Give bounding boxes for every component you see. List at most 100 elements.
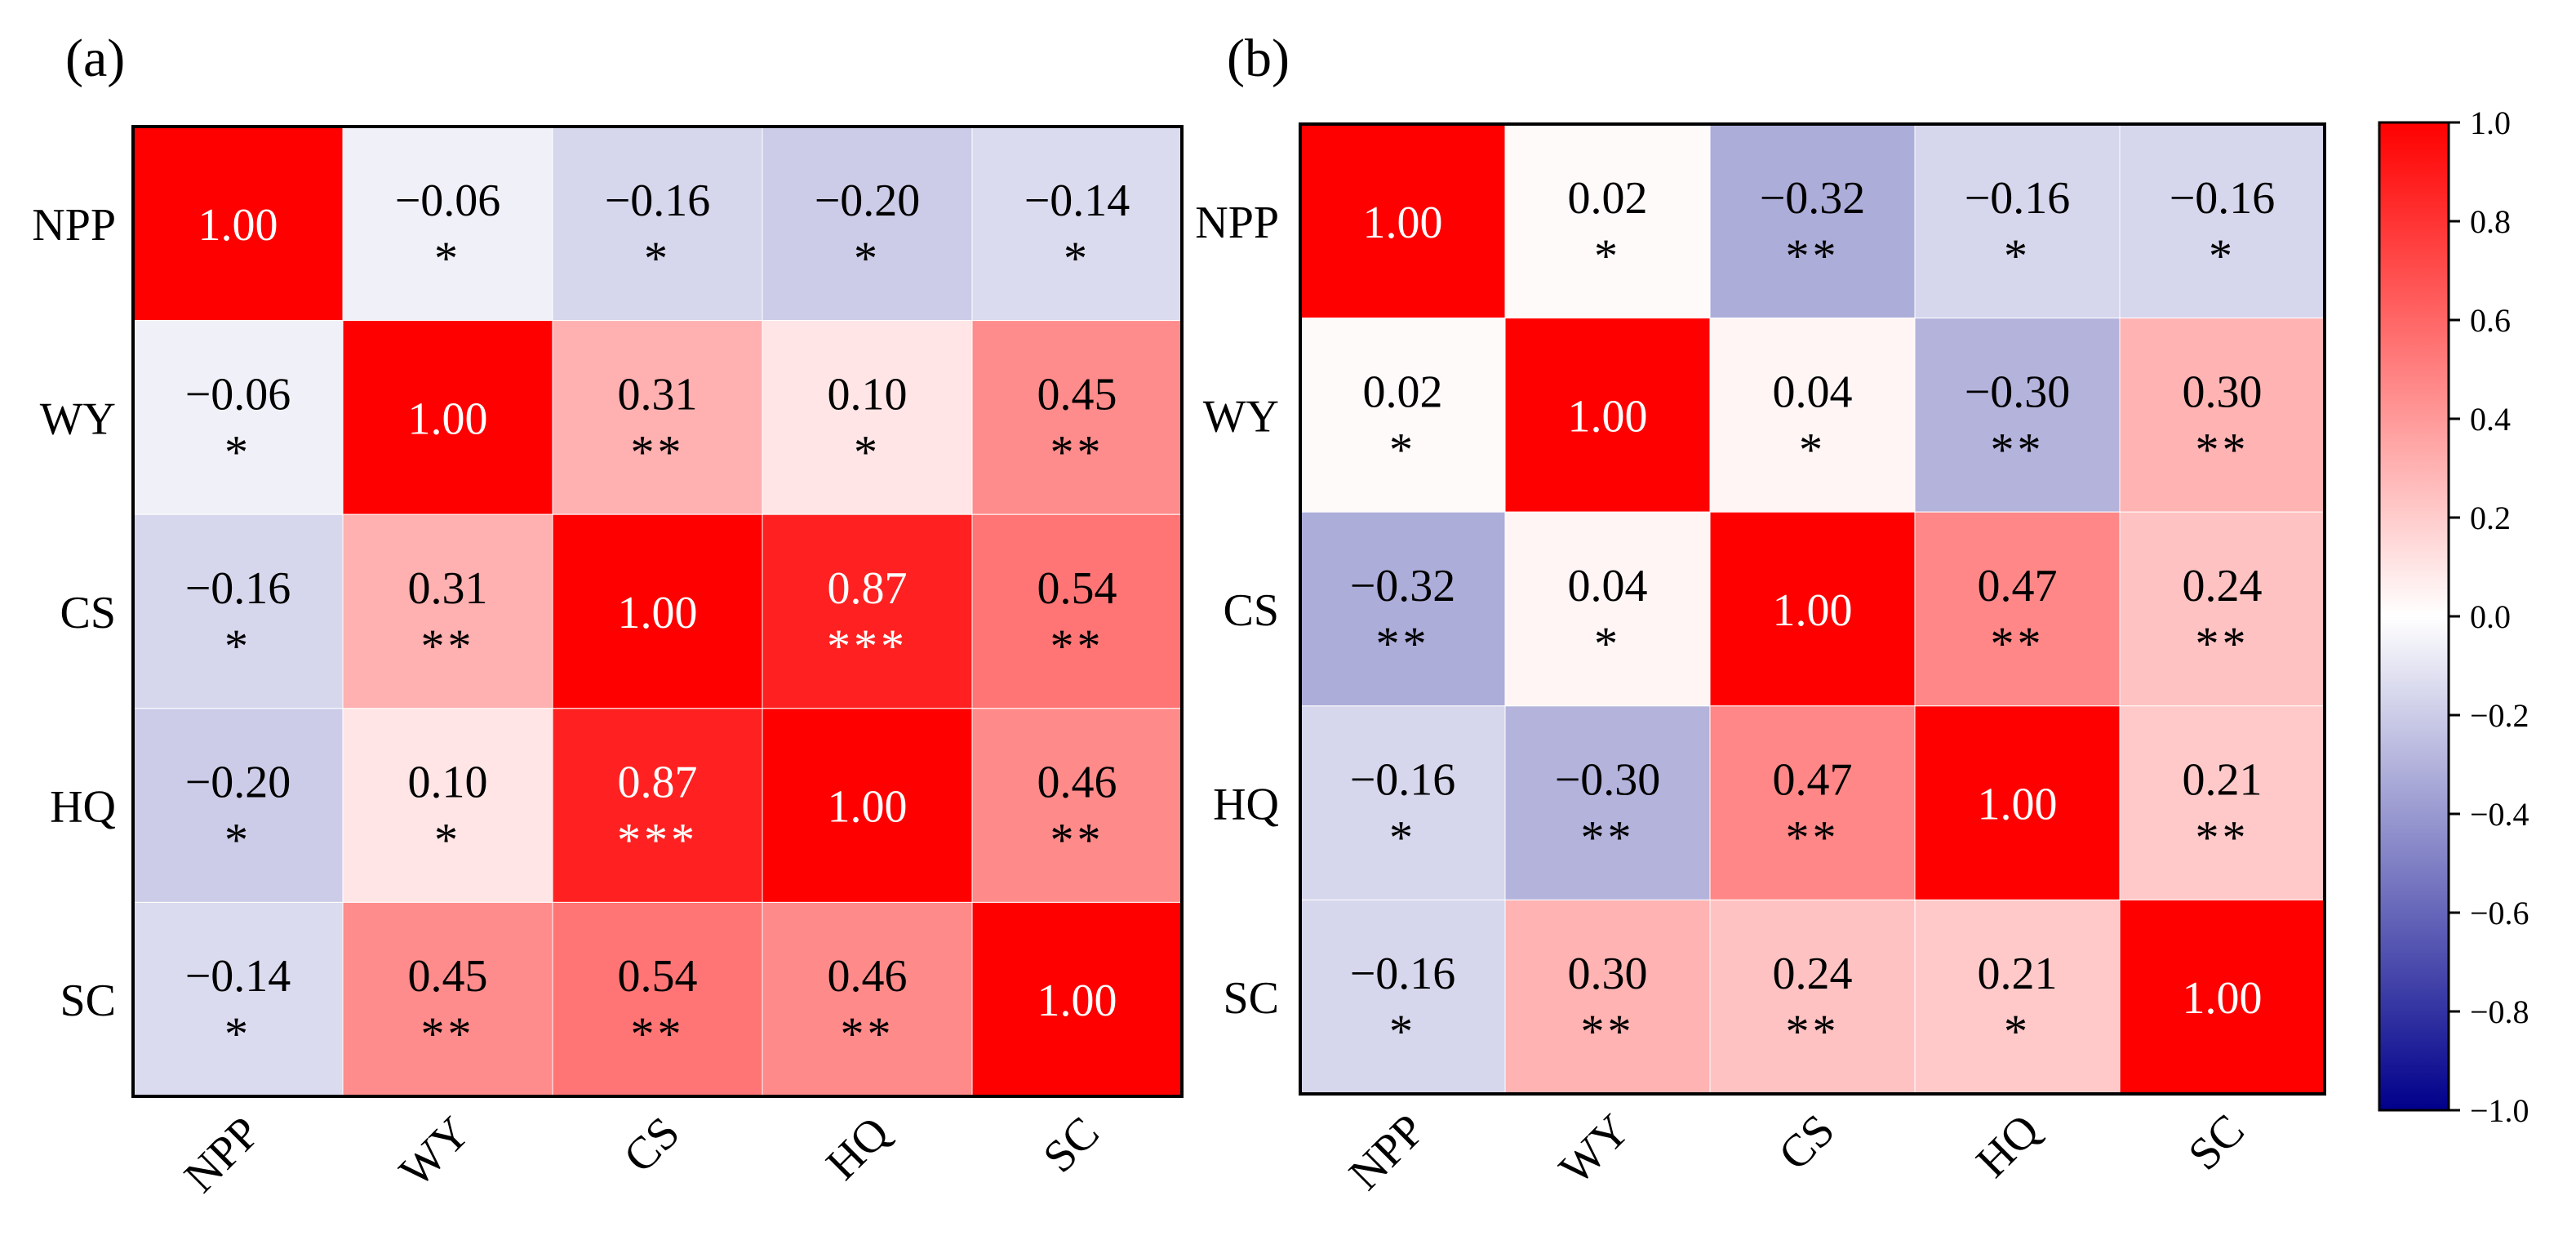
significance-stars: ** <box>1050 814 1104 867</box>
heatmap-cell <box>132 320 344 515</box>
significance-stars: * <box>1389 423 1416 476</box>
cell-value-label: 0.31 <box>618 369 698 420</box>
cell-value-label: 0.02 <box>1363 367 1443 417</box>
significance-stars: ** <box>1050 620 1104 673</box>
col-label: CS <box>1769 1105 1844 1180</box>
cell-value-label: 0.10 <box>828 369 908 420</box>
row-label: NPP <box>1195 198 1279 248</box>
heatmap-cell <box>552 708 763 903</box>
heatmap-cell <box>552 901 763 1097</box>
significance-stars: ** <box>421 1007 475 1060</box>
cell-value-label: 0.10 <box>408 758 488 808</box>
cell-value-label: 0.47 <box>1978 561 2058 611</box>
heatmap-cell <box>971 901 1183 1097</box>
heatmap-cell <box>1504 705 1711 900</box>
row-label: WY <box>1203 391 1279 442</box>
cell-value-label: −0.20 <box>815 176 921 226</box>
cell-value-label: 1.00 <box>1037 976 1117 1026</box>
heatmap-cell <box>342 320 553 515</box>
heatmap-cell <box>762 513 973 709</box>
significance-stars: ** <box>1786 811 1840 865</box>
heatmap-cell <box>1299 123 1506 319</box>
cell-value-label: −0.06 <box>395 176 501 226</box>
significance-stars: ** <box>1991 617 2045 670</box>
significance-stars: ** <box>1376 617 1430 670</box>
heatmap-cell <box>1914 705 2121 900</box>
cell-value-label: 1.00 <box>1773 585 1853 636</box>
heatmap-cell <box>2119 705 2325 900</box>
heatmap-cell <box>971 513 1183 709</box>
cell-value-label: −0.16 <box>2170 173 2276 224</box>
significance-stars: * <box>1594 229 1621 282</box>
heatmap-cell <box>762 708 973 903</box>
significance-stars: ** <box>2196 423 2250 476</box>
colorbar-tick-label: 0.8 <box>2470 203 2511 240</box>
panel-label: (b) <box>1227 29 1290 88</box>
significance-stars: * <box>1389 811 1416 865</box>
cell-value-label: 0.54 <box>1037 563 1117 614</box>
significance-stars: *** <box>617 814 698 867</box>
cell-value-label: 0.24 <box>2183 561 2263 611</box>
significance-stars: ** <box>1581 1005 1635 1058</box>
col-label: HQ <box>817 1107 899 1189</box>
cell-value-label: −0.16 <box>1965 173 2071 224</box>
heatmap-cell <box>1504 123 1711 319</box>
cell-value-label: −0.32 <box>1350 561 1456 611</box>
heatmap-cell <box>1914 511 2121 707</box>
cell-value-label: 0.30 <box>1568 949 1648 999</box>
heatmap-cell <box>132 126 344 322</box>
significance-stars: ** <box>1050 425 1104 478</box>
significance-stars: * <box>224 814 251 867</box>
cell-value-label: −0.06 <box>185 369 291 420</box>
cell-value-label: 1.00 <box>198 200 278 251</box>
heatmap-cell <box>1709 123 1916 319</box>
heatmap-cell <box>2119 511 2325 707</box>
heatmap-cell <box>552 320 763 515</box>
cell-value-label: 1.00 <box>1363 198 1443 248</box>
col-label: WY <box>1550 1105 1640 1194</box>
cell-value-label: −0.16 <box>605 176 711 226</box>
cell-value-label: −0.30 <box>1965 367 2071 417</box>
cell-value-label: −0.14 <box>1024 176 1130 226</box>
significance-stars: ** <box>2196 617 2250 670</box>
significance-stars: * <box>224 1007 251 1060</box>
significance-stars: * <box>434 814 461 867</box>
cell-value-label: 0.54 <box>618 951 698 1002</box>
cell-value-label: 0.87 <box>618 758 698 808</box>
cell-value-label: 1.00 <box>1978 780 2058 830</box>
cell-value-label: −0.16 <box>1350 755 1456 806</box>
heatmap-cell <box>1299 899 1506 1095</box>
significance-stars: ** <box>1581 811 1635 865</box>
cell-value-label: 0.45 <box>1037 369 1117 420</box>
colorbar-tick-label: −1.0 <box>2470 1092 2529 1129</box>
row-label: SC <box>1224 973 1280 1024</box>
cell-value-label: −0.32 <box>1760 173 1866 224</box>
col-label: NPP <box>1339 1105 1434 1199</box>
col-label: WY <box>390 1107 480 1197</box>
row-label: CS <box>60 588 117 638</box>
heatmap-cell <box>762 126 973 322</box>
cell-value-label: 1.00 <box>1568 391 1648 442</box>
cell-value-label: −0.16 <box>185 563 291 614</box>
cell-value-label: −0.16 <box>1350 949 1456 999</box>
colorbar-tick-label: −0.8 <box>2470 993 2529 1030</box>
significance-stars: ** <box>1786 1005 1840 1058</box>
significance-stars: * <box>224 425 251 478</box>
significance-stars: * <box>1799 423 1826 476</box>
significance-stars: ** <box>2196 811 2250 865</box>
colorbar-tick-label: −0.2 <box>2470 697 2529 734</box>
heatmap-cell <box>342 126 553 322</box>
significance-stars: * <box>434 232 461 285</box>
cell-value-label: 1.00 <box>618 588 698 638</box>
cell-value-label: 1.00 <box>828 782 908 833</box>
heatmap-cell <box>1299 511 1506 707</box>
cell-value-label: 0.47 <box>1773 755 1853 806</box>
cell-value-label: −0.20 <box>185 758 291 808</box>
significance-stars: * <box>854 232 881 285</box>
colorbar-tick-label: 1.0 <box>2470 104 2511 141</box>
cell-value-label: −0.30 <box>1555 755 1661 806</box>
heatmap-cell <box>971 708 1183 903</box>
row-label: HQ <box>1213 780 1279 830</box>
colorbar-tick-label: 0.6 <box>2470 302 2511 339</box>
